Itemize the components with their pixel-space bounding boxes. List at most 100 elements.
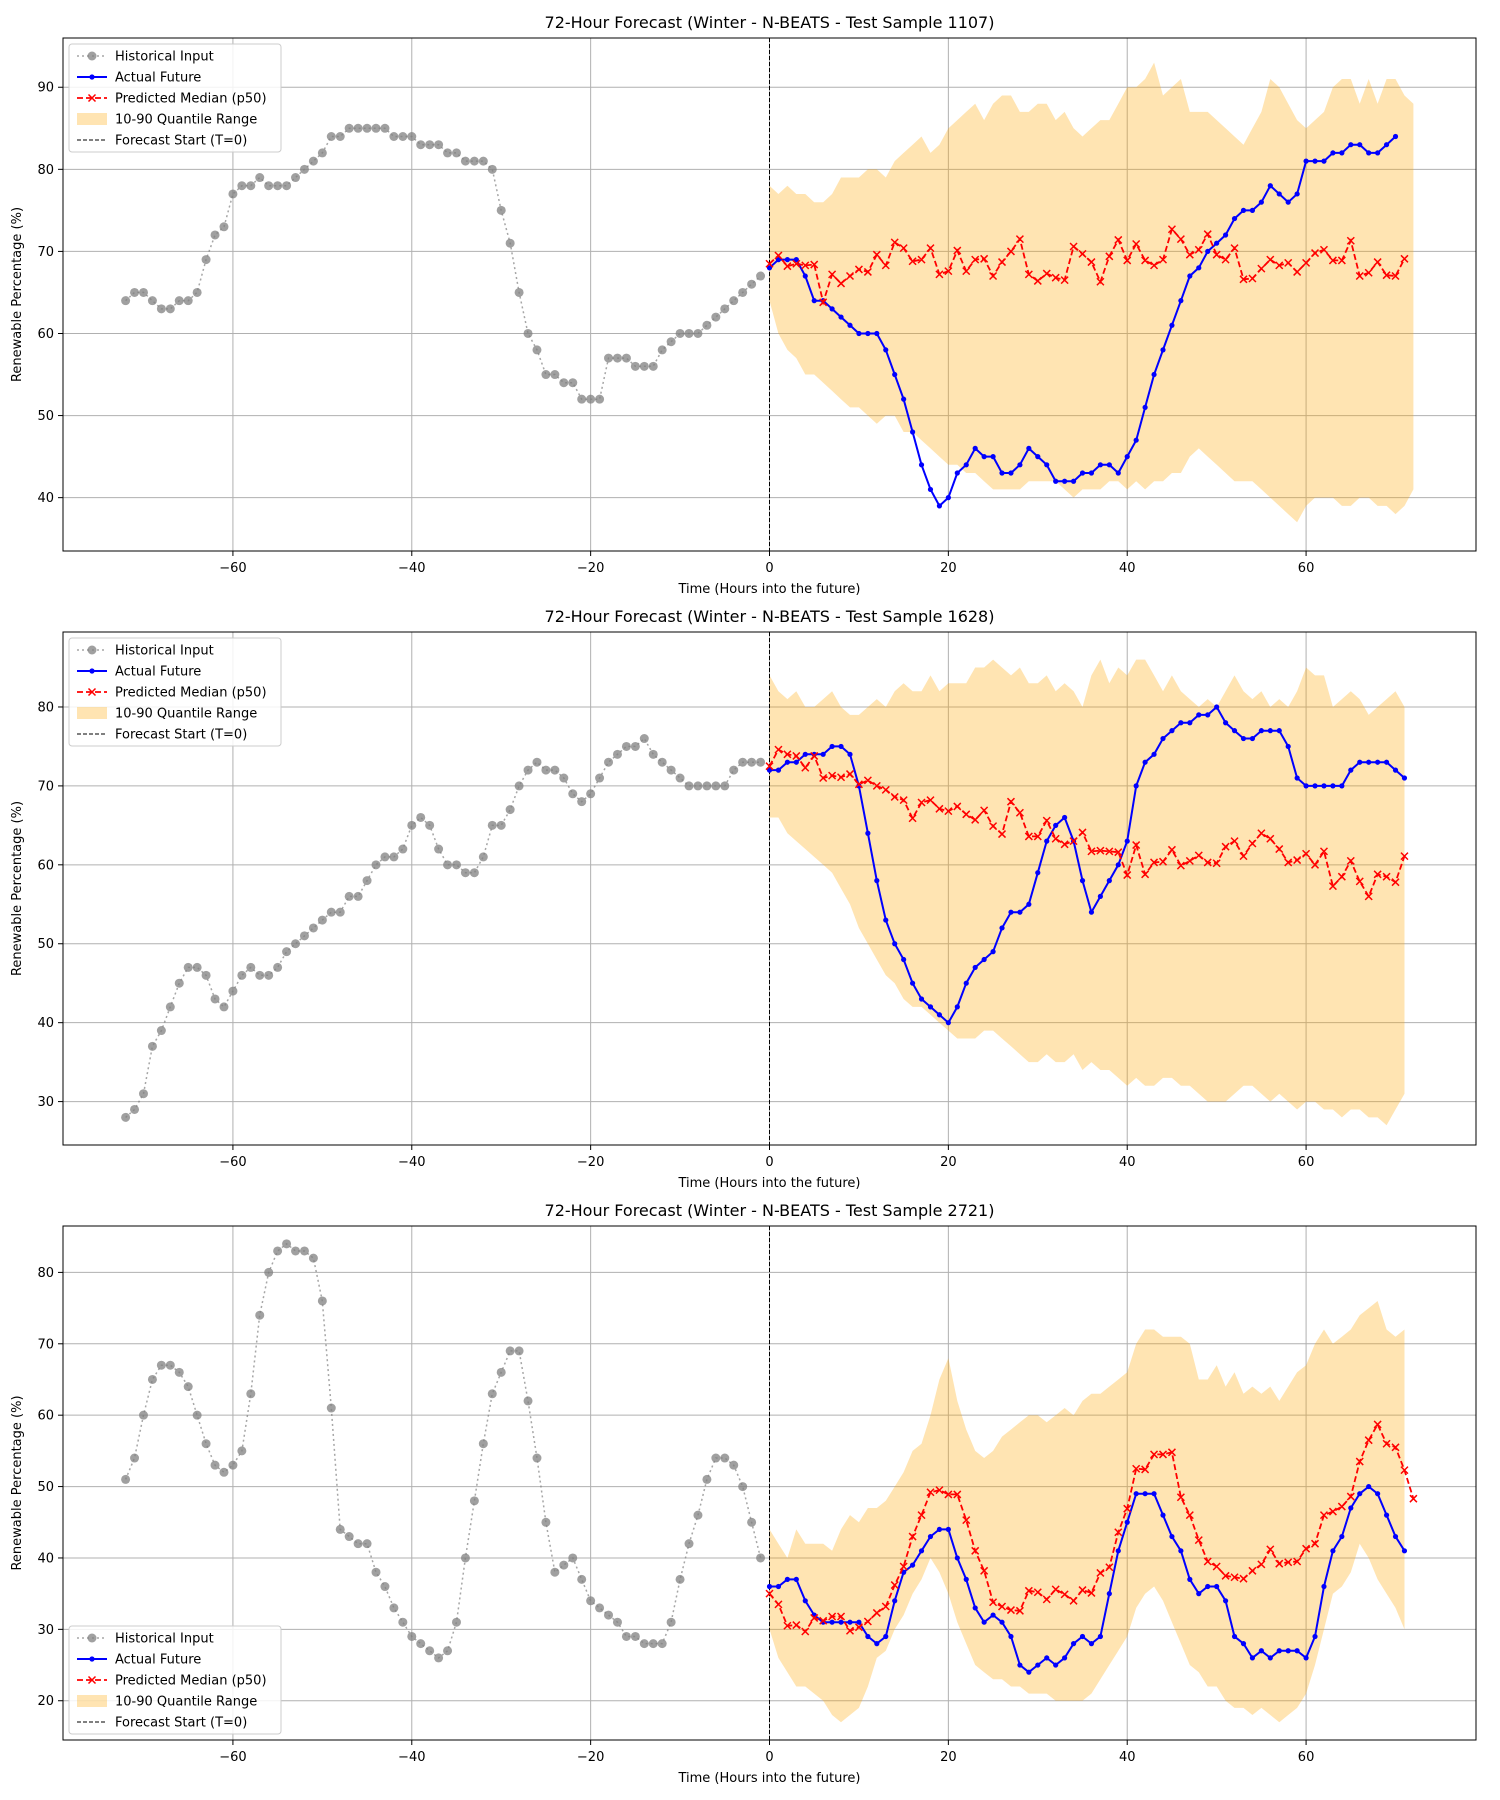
historical-point — [192, 1410, 202, 1420]
predicted-point — [1132, 239, 1141, 249]
legend-marker — [87, 687, 97, 697]
predicted-point — [1310, 249, 1320, 258]
actual-point — [936, 1012, 943, 1018]
actual-point — [766, 767, 773, 773]
actual-point — [1348, 142, 1354, 148]
predicted-point — [1123, 871, 1132, 880]
actual-point — [963, 1576, 969, 1582]
actual-point — [972, 445, 978, 451]
historical-point — [595, 394, 605, 404]
historical-point — [264, 970, 274, 980]
historical-point — [523, 328, 533, 338]
x-tick-label: 40 — [1119, 561, 1136, 576]
historical-point — [237, 970, 247, 980]
actual-point — [1258, 1648, 1264, 1654]
actual-point — [829, 306, 835, 312]
x-tick-label: 20 — [940, 1155, 957, 1170]
predicted-point — [1284, 858, 1293, 867]
actual-point — [1303, 1655, 1309, 1661]
actual-point — [793, 1576, 799, 1582]
actual-point — [990, 454, 996, 460]
historical-point — [756, 271, 766, 281]
historical-point — [362, 1539, 372, 1549]
actual-point — [1088, 470, 1095, 476]
actual-point — [838, 314, 844, 320]
predicted-point — [1346, 1492, 1355, 1501]
predicted-point — [1114, 848, 1123, 857]
historical-point — [407, 820, 417, 830]
predicted-point — [1176, 235, 1185, 244]
actual-point — [1124, 1519, 1130, 1525]
historical-point — [192, 287, 202, 297]
actual-point — [901, 956, 907, 963]
actual-point — [1035, 1662, 1041, 1668]
predicted-point — [792, 751, 801, 760]
predicted-point — [980, 254, 989, 263]
actual-point — [1205, 712, 1211, 718]
y-tick-label: 80 — [37, 700, 54, 715]
y-tick-label: 30 — [37, 1095, 54, 1110]
x-axis-label: Time (Hours into the future) — [677, 1771, 860, 1786]
historical-point — [684, 328, 694, 338]
x-tick-label: −60 — [219, 561, 246, 576]
predicted-point — [1132, 1464, 1141, 1473]
legend-marker — [89, 668, 95, 674]
historical-point — [156, 1360, 166, 1370]
predicted-point — [1185, 1511, 1194, 1520]
predicted-point — [917, 798, 926, 807]
y-tick-label: 50 — [37, 409, 54, 424]
actual-point — [1160, 347, 1166, 353]
historical-point — [362, 876, 372, 886]
predicted-point — [1346, 236, 1355, 245]
predicted-point — [1257, 1560, 1266, 1569]
predicted-point — [1150, 261, 1159, 270]
historical-point — [684, 781, 694, 791]
predicted-point — [1221, 842, 1230, 851]
historical-point — [210, 230, 220, 240]
actual-point — [1339, 1533, 1345, 1540]
historical-point — [299, 1246, 309, 1256]
historical-point — [291, 173, 301, 183]
historical-point — [729, 765, 739, 775]
actual-point — [1205, 248, 1211, 255]
predicted-point — [1006, 247, 1015, 256]
actual-point — [1303, 158, 1309, 164]
x-tick-label: 60 — [1298, 1155, 1315, 1170]
historical-point — [121, 1112, 131, 1122]
quantile-band — [769, 62, 1414, 523]
actual-point — [1357, 142, 1363, 148]
historical-point — [344, 123, 354, 133]
predicted-point — [765, 762, 774, 771]
actual-point — [1035, 454, 1041, 460]
predicted-point — [1230, 837, 1239, 846]
actual-point — [1169, 1533, 1175, 1540]
predicted-point — [1373, 258, 1382, 267]
historical-point — [478, 1439, 488, 1449]
historical-point — [344, 1532, 354, 1542]
historical-point — [201, 970, 211, 980]
historical-point — [514, 1346, 524, 1356]
actual-point — [1357, 1491, 1363, 1497]
historical-point — [299, 931, 309, 941]
actual-point — [766, 265, 773, 271]
predicted-point — [1310, 860, 1320, 869]
actual-point — [1321, 1583, 1327, 1590]
predicted-point — [1382, 1439, 1391, 1448]
actual-point — [1133, 437, 1139, 443]
historical-point — [165, 304, 175, 314]
predicted-point — [1364, 1436, 1373, 1445]
historical-point — [738, 287, 748, 297]
predicted-point — [810, 1613, 819, 1622]
historical-point — [165, 1002, 175, 1012]
actual-point — [1267, 183, 1273, 189]
historical-point — [559, 378, 569, 388]
historical-point — [416, 812, 426, 822]
actual-point — [1321, 783, 1327, 789]
historical-point — [443, 1646, 453, 1656]
historical-points — [121, 1239, 766, 1663]
historical-point — [639, 361, 649, 371]
predicted-point — [1319, 245, 1329, 254]
legend-label: Forecast Start (T=0) — [115, 134, 247, 149]
historical-point — [666, 1617, 676, 1627]
actual-point — [874, 1641, 880, 1647]
